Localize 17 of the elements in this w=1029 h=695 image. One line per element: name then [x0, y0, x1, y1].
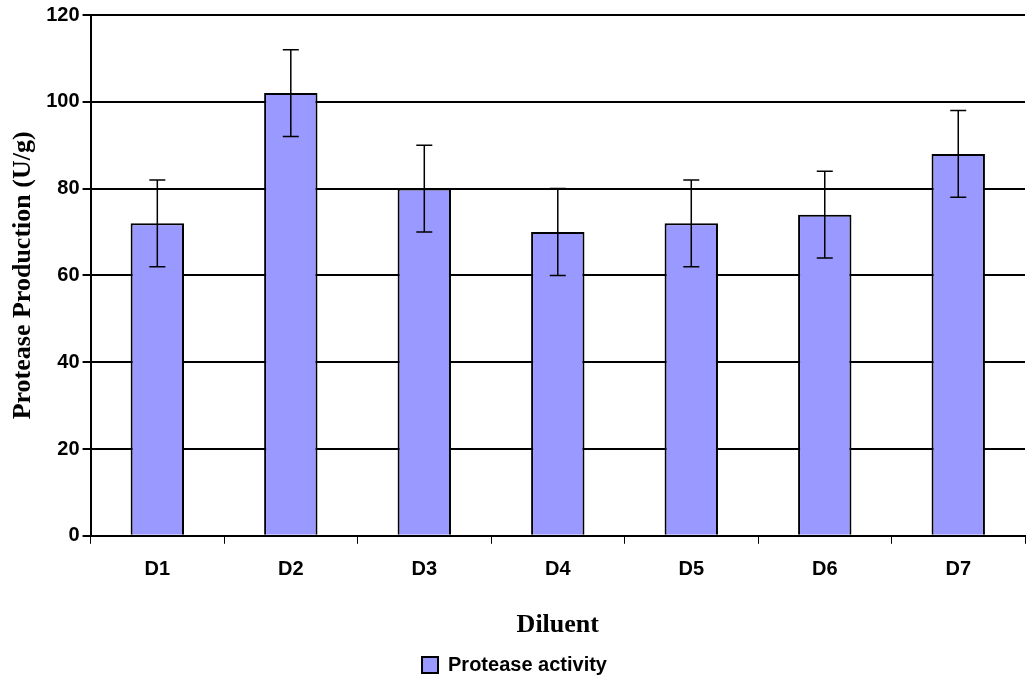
x-tick-label: D3 — [411, 557, 438, 580]
x-tick-label: D7 — [945, 557, 972, 580]
x-tick-label: D1 — [144, 557, 171, 580]
x-tick-label: D5 — [678, 557, 705, 580]
y-tick-label: 60 — [57, 262, 80, 285]
y-tick-label: 0 — [68, 523, 80, 546]
y-tick-label: 120 — [46, 2, 80, 25]
x-tick-label: D4 — [545, 557, 572, 580]
legend-label: Protease activity — [448, 652, 608, 675]
y-tick-label: 100 — [46, 89, 80, 112]
y-tick-label: 40 — [57, 349, 80, 372]
y-axis-title: Protease Production (U/g) — [7, 131, 37, 420]
x-tick-label: D6 — [811, 557, 838, 580]
x-axis-title: Diluent — [516, 609, 600, 639]
y-tick-label: 20 — [57, 436, 80, 459]
y-tick-label: 80 — [57, 176, 80, 199]
x-tick-label: D2 — [278, 557, 304, 580]
